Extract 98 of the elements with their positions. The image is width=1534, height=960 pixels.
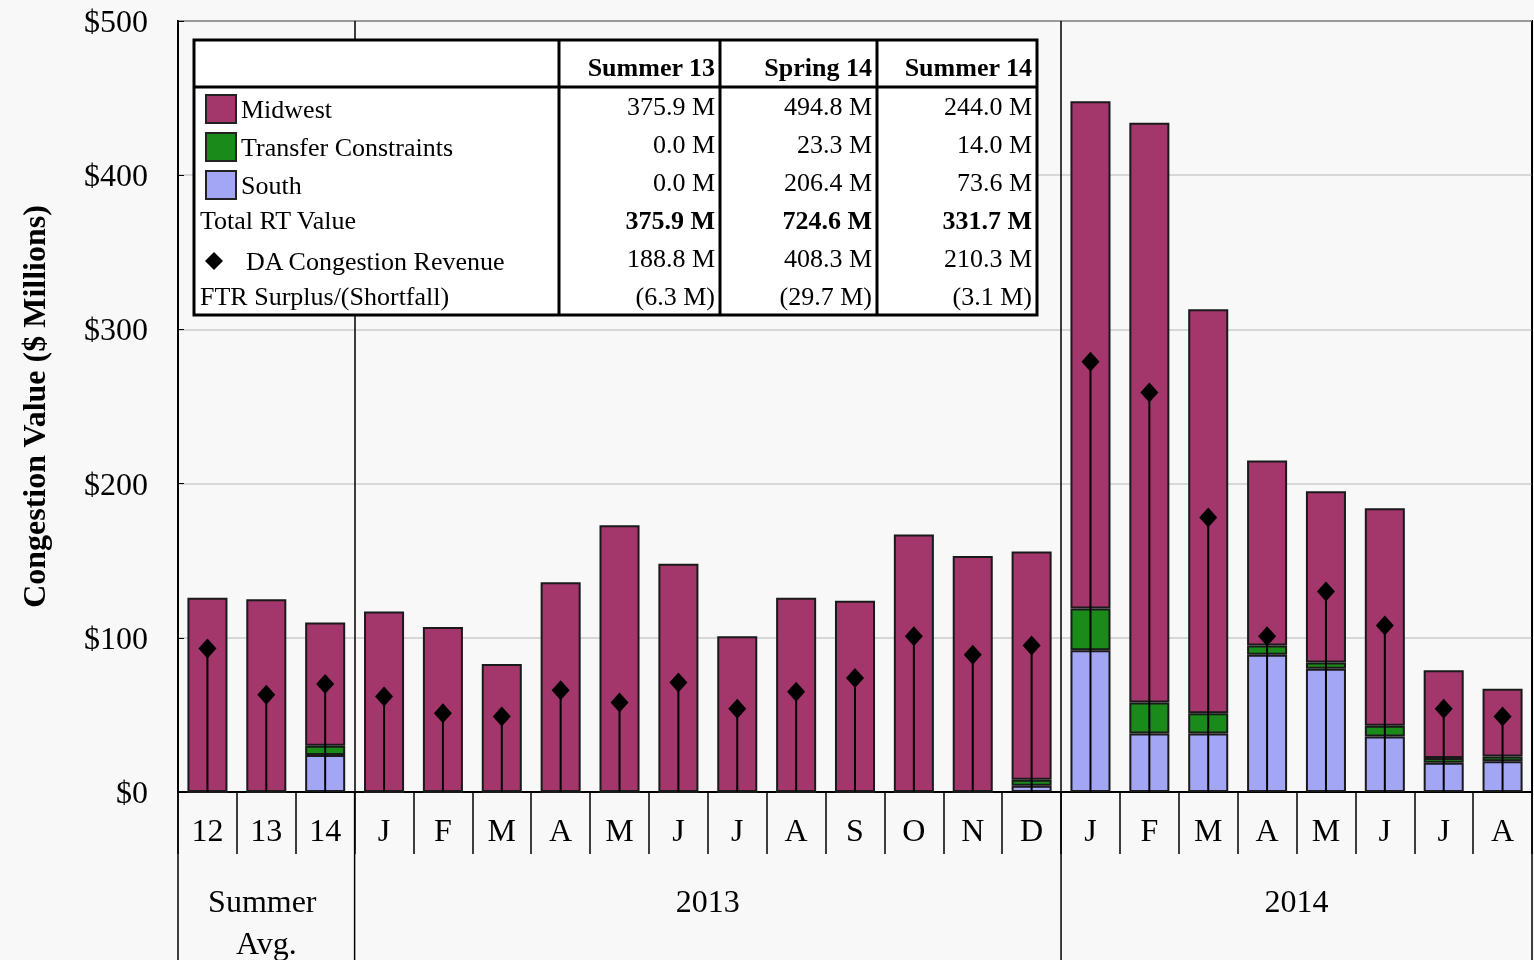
legend-label: South (241, 170, 302, 200)
x-tick-label: A (1255, 812, 1279, 848)
point (846, 667, 864, 688)
annotation: 188.8 M (626, 243, 715, 273)
annotation: Summer 13 (587, 53, 715, 82)
point (1140, 382, 1159, 403)
annotation: 73.6 M (956, 167, 1032, 197)
legend-label: DA Congestion Revenue (246, 246, 505, 276)
x-tick-label: A (1491, 812, 1515, 848)
x-tick-label: M (487, 812, 517, 848)
bar (1482, 688, 1523, 757)
point (1081, 351, 1100, 372)
bar (599, 525, 640, 792)
x-tick-label: J (1378, 812, 1392, 848)
bar (246, 599, 287, 792)
x-tick-label: S (846, 812, 864, 848)
y-tick-label: $0 (116, 774, 148, 810)
annotation: Total RT Value (200, 205, 356, 235)
point (492, 706, 511, 727)
x-tick-label: D (1020, 812, 1044, 848)
annotation: 0.0 M (652, 129, 715, 159)
annotation: 244.0 M (943, 91, 1032, 121)
annotation: FTR Surplus/(Shortfall) (200, 281, 450, 311)
y-tick-label: $100 (84, 619, 148, 656)
point (1022, 635, 1041, 656)
x-tick-label: J (377, 812, 391, 848)
point (1434, 698, 1453, 719)
point (375, 686, 394, 707)
x-tick-label: J (731, 812, 744, 848)
bar (1423, 670, 1464, 759)
annotation: (29.7 M) (779, 281, 872, 311)
x-tick-label: F (434, 812, 452, 848)
bar (422, 627, 463, 792)
bar (717, 636, 758, 792)
annotation: (3.1 M) (952, 281, 1032, 311)
y-tick-label: $300 (84, 311, 148, 348)
bar (1423, 762, 1464, 792)
point (904, 626, 923, 647)
annotation: 375.9 M (626, 91, 715, 121)
bar (481, 664, 522, 792)
point (610, 692, 629, 713)
annotation: 494.8 M (783, 91, 872, 121)
x-tick-label: M (1193, 812, 1223, 848)
bar (540, 582, 581, 792)
point (963, 644, 982, 665)
bar (952, 556, 993, 792)
annotation: 206.4 M (783, 167, 872, 197)
x-tick-label: J (1084, 812, 1097, 848)
bar (187, 597, 228, 792)
annotation: 23.3 M (796, 129, 872, 159)
point (257, 684, 276, 705)
point (728, 698, 747, 719)
x-tick-label: M (605, 812, 634, 848)
y-tick-label: $500 (84, 3, 148, 39)
y-axis-title: Congestion Value ($ Millions) (16, 205, 52, 608)
point (1258, 626, 1277, 647)
point (1199, 507, 1218, 528)
x-tick-label: 12 (191, 812, 224, 848)
x-tick-label: J (1437, 812, 1450, 848)
point (1316, 581, 1335, 602)
legend-label: Midwest (241, 94, 333, 124)
x-tick-label: O (902, 812, 926, 848)
x-tick-label: A (549, 812, 573, 848)
bar (893, 534, 934, 792)
point (198, 638, 217, 659)
annotation: Summer 14 (904, 53, 1032, 82)
text: 2013 (675, 883, 740, 919)
annotation: 724.6 M (782, 205, 872, 235)
bar (1482, 761, 1523, 792)
annotation: 408.3 M (783, 243, 872, 273)
point (551, 680, 570, 701)
x-tick-label: M (1311, 812, 1341, 848)
bar (364, 611, 405, 792)
text: 2014 (1264, 883, 1329, 919)
annotation: 210.3 M (943, 243, 1032, 273)
bar (834, 600, 876, 792)
annotation: 375.9 M (625, 205, 715, 235)
x-tick-label: 13 (250, 812, 283, 848)
x-tick-label: N (961, 812, 985, 848)
x-tick-label: F (1140, 812, 1159, 848)
annotation: 331.7 M (942, 205, 1032, 235)
y-tick-label: $200 (84, 465, 148, 502)
x-tick-label: A (784, 812, 808, 848)
bar (776, 597, 817, 792)
annotation: 14.0 M (956, 129, 1032, 159)
legend-label: Transfer Constraints (241, 132, 454, 162)
point (433, 703, 452, 724)
point (316, 674, 335, 695)
x-tick-label: J (672, 812, 685, 848)
point (787, 681, 806, 702)
x-tick-label: 14 (309, 812, 342, 848)
bar (658, 563, 699, 792)
annotation: Spring 14 (764, 53, 872, 82)
point (669, 672, 688, 693)
y-tick-label: $400 (84, 157, 148, 194)
annotation: (6.3 M) (635, 281, 715, 311)
annotation: 0.0 M (652, 167, 715, 197)
point (1375, 615, 1394, 636)
